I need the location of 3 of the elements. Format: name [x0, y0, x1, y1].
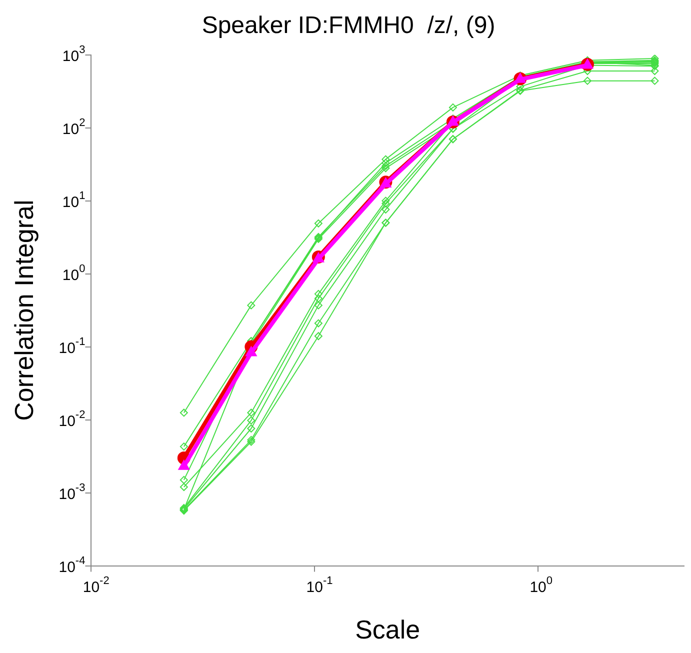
y-axis-title: Correlation Integral: [8, 200, 39, 421]
chart-title: Speaker ID:FMMH0 /z/, (9): [202, 12, 496, 40]
x-axis-title: Scale: [355, 614, 420, 645]
